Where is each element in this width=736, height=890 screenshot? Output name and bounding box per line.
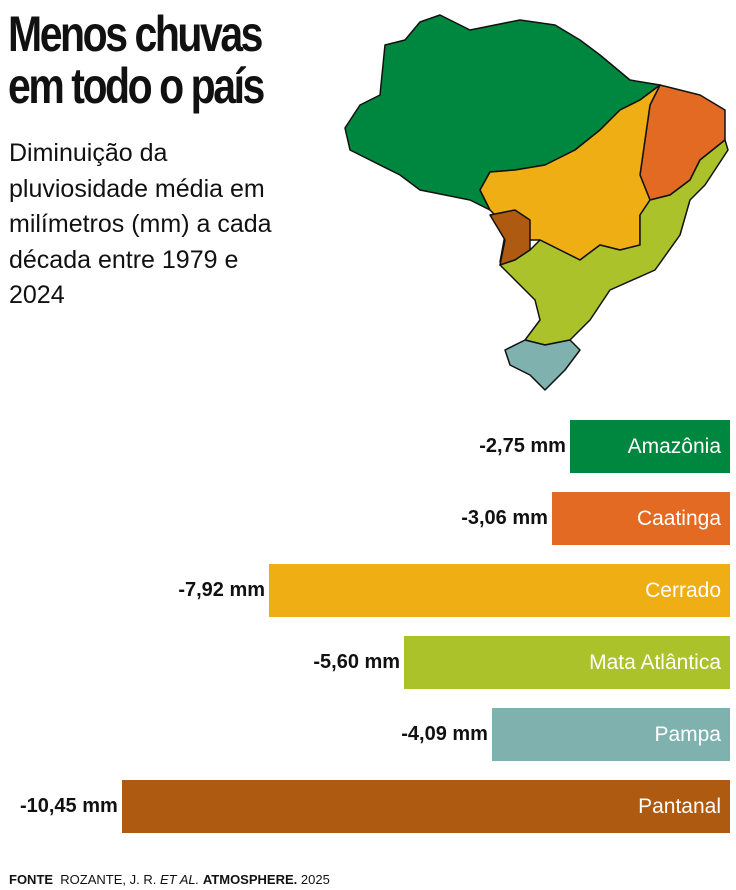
bar-value-label: -10,45 mm [19,795,118,817]
bar-value-label: -2,75 mm [479,435,566,457]
source-etal: ET AL. [159,872,200,887]
bar-category-label: Mata Atlântica [589,650,721,674]
bar-amaz-nia: Amazônia [569,420,730,473]
source-author: ROZANTE, J. R. [60,872,157,887]
subtitle: Diminuição da pluviosidade média em milí… [9,139,272,309]
bar-category-label: Caatinga [636,506,721,530]
bar-value-label: -4,09 mm [401,723,488,745]
source-journal: ATMOSPHERE. [202,872,298,887]
bar-value-label: -7,92 mm [178,579,266,601]
bar-cerrado: Cerrado [269,564,730,617]
source-footer: FONTE ROZANTE, J. R. ET AL. ATMOSPHERE. … [9,872,330,887]
bar-value-label: -3,06 mm [461,507,548,529]
bar-mata-atl-ntica: Mata Atlântica [404,636,730,689]
bar-category-label: Pampa [654,722,721,746]
bar-category-label: Pantanal [638,794,721,818]
bar-value-label: -5,60 mm [313,651,401,673]
source-year: 2025 [300,872,330,887]
bar-category-label: Cerrado [645,578,721,602]
map-mata-atlantica [499,139,729,346]
page-title: Menos chuvas em todo o país [8,6,265,114]
bar-caatinga: Caatinga [551,492,730,545]
map-pampa [504,339,581,391]
brazil-biomes-map [344,14,729,391]
bar-category-label: Amazônia [627,434,721,458]
bar-pampa: Pampa [491,708,730,761]
source-label: FONTE [9,872,54,887]
map-caatinga [639,84,726,201]
bar-pantanal: Pantanal [121,780,730,833]
